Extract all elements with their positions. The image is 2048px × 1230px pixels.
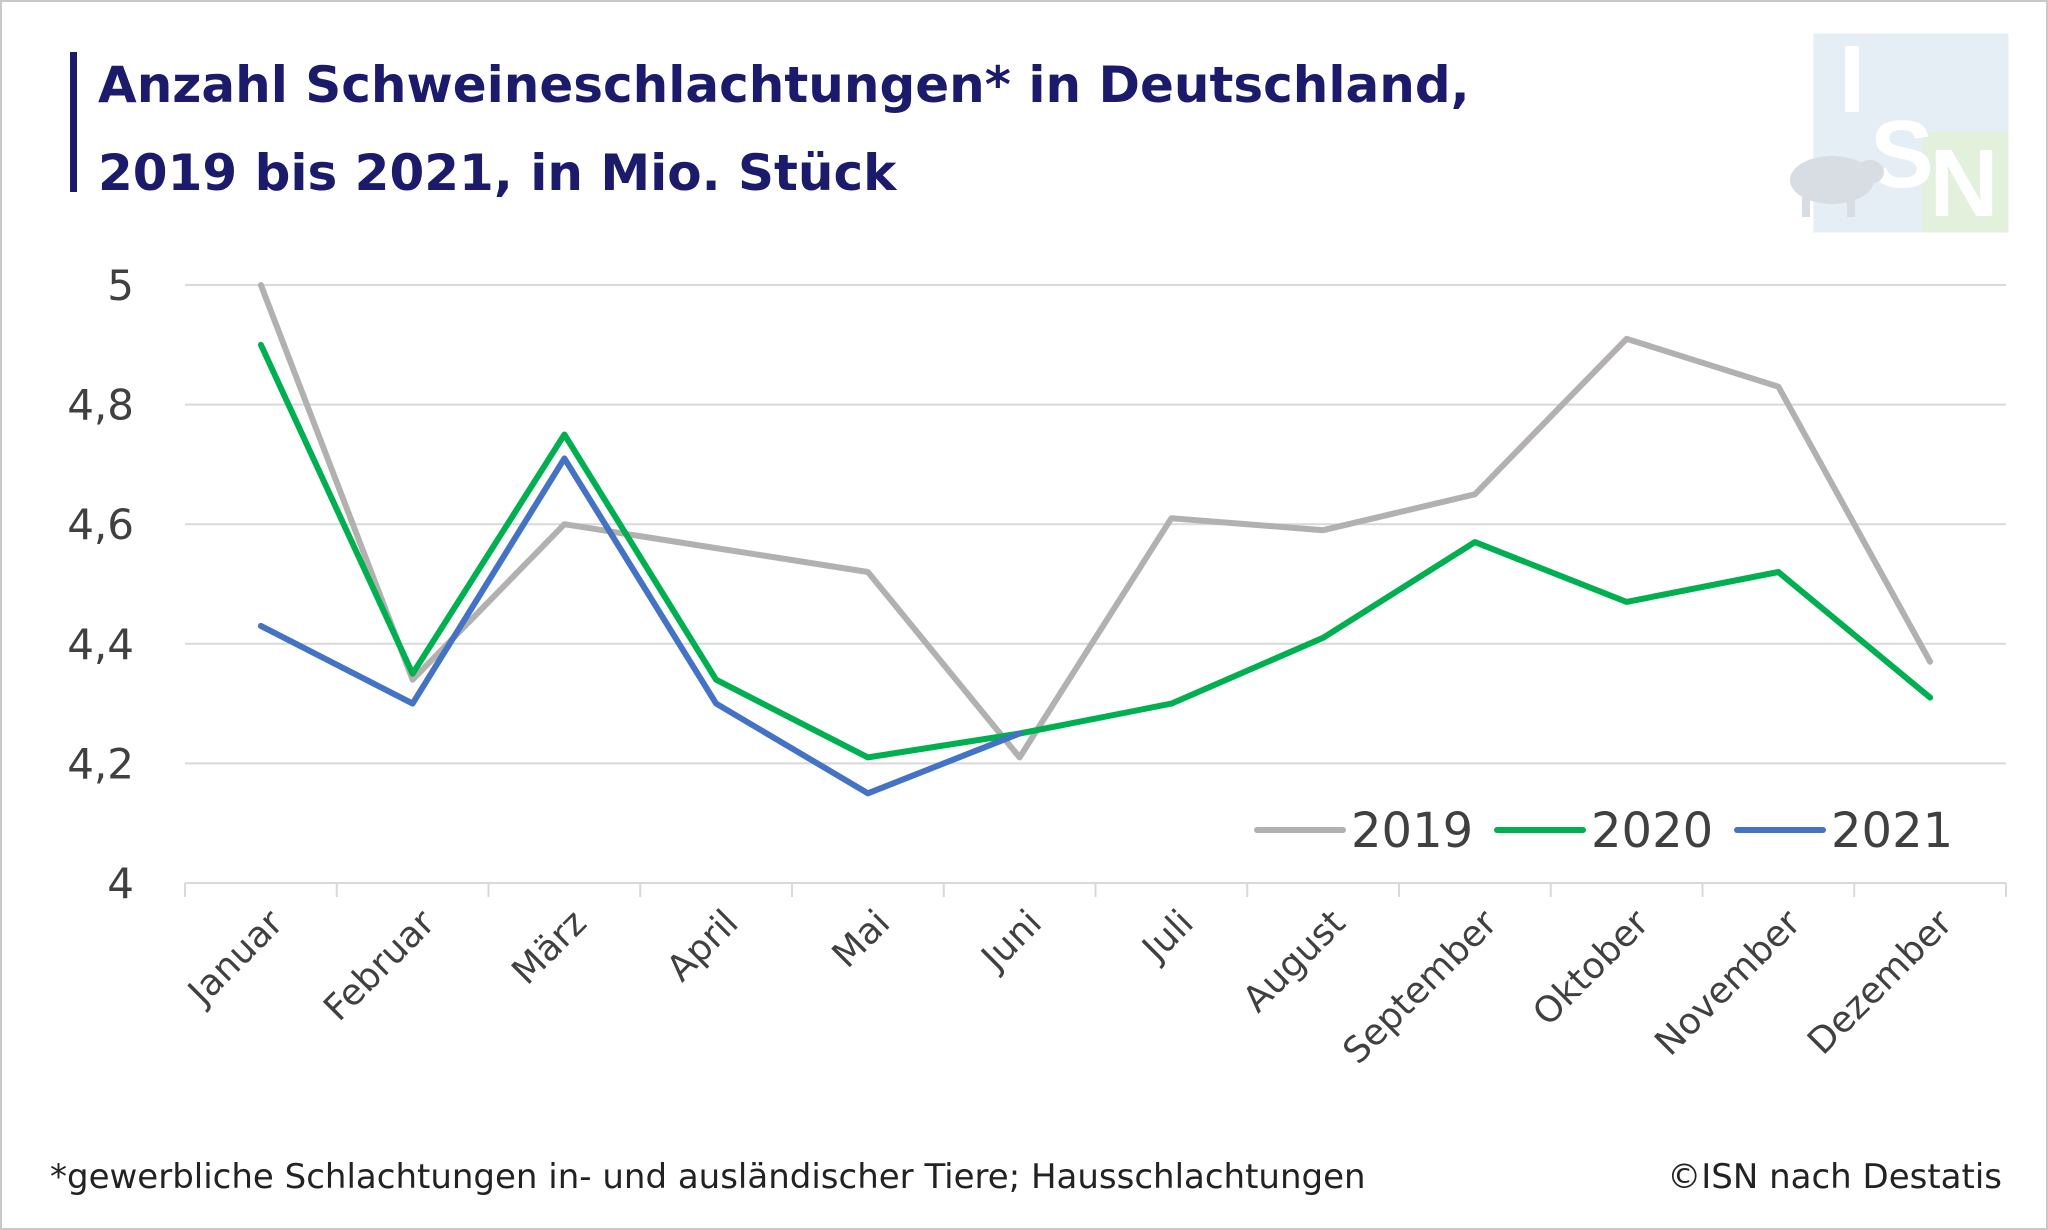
x-tick-label: Dezember [1800,902,1961,1063]
gridlines [185,284,2006,765]
x-tick-label: November [1647,902,1809,1064]
y-tick-label: 4,2 [67,739,134,788]
legend-label-2021: 2021 [1831,803,1953,859]
x-tick-label: Mai [825,902,899,976]
logo-letter-n: N [1929,130,1998,237]
x-tick-label: März [504,902,594,992]
x-tick-label: Juni [973,902,1050,979]
series-lines [257,282,1934,797]
x-tick-label: Juli [1134,902,1202,970]
title-accent-bar [70,52,77,192]
x-tick-label: Januar [179,902,291,1014]
y-tick-label: 4,8 [67,381,134,430]
series-line-2019 [257,282,1934,761]
series-line-2021 [257,455,1023,797]
x-tick-label: April [659,902,746,989]
source-credit: ©ISN nach Destatis [1667,1157,2002,1197]
logo-letter-i: I [1839,26,1866,133]
pig-icon [1790,156,1884,217]
legend-label-2019: 2019 [1351,803,1473,859]
y-tick-label: 4 [107,859,134,908]
y-tick-label: 5 [107,261,134,310]
x-tick-label: Februar [316,902,443,1029]
legend-label-2020: 2020 [1591,803,1713,859]
series-line-2020 [257,341,1934,761]
y-tick-label: 4,6 [67,500,134,549]
chart-title-line-1: Anzahl Schweineschlachtungen* in Deutsch… [98,56,1470,114]
axes: 4 4,2 4,4 4,6 4,8 5 Januar Februar März April Mai J… [67,261,2007,1072]
x-tick-label: September [1336,902,1506,1072]
footnote: *gewerbliche Schlachtungen in- und auslä… [50,1157,1366,1197]
chart-title-line-2: 2019 bis 2021, in Mio. Stück [98,144,897,202]
y-tick-label: 4,4 [67,620,134,669]
legend: 2019 2020 2021 [1254,803,1953,859]
x-tick-label: Oktober [1525,902,1657,1034]
x-tick-label: August [1235,902,1353,1020]
logo-letter-s: S [1870,101,1934,208]
isn-logo: I S N [1790,26,2012,237]
